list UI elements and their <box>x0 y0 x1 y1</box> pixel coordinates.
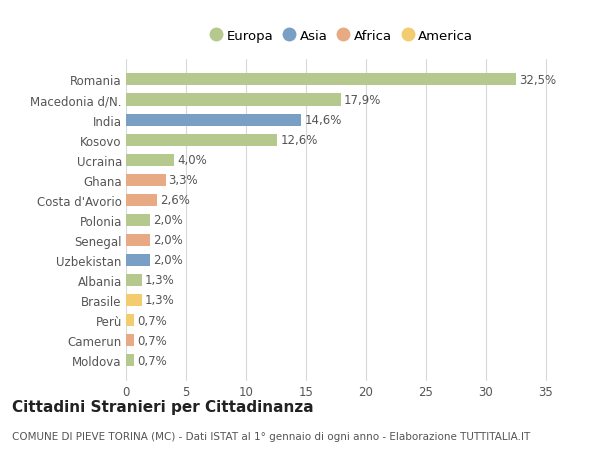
Text: 1,3%: 1,3% <box>145 274 175 287</box>
Bar <box>126 294 142 306</box>
Text: 2,0%: 2,0% <box>153 214 183 227</box>
Text: 32,5%: 32,5% <box>519 74 556 87</box>
Bar <box>126 235 150 246</box>
Bar <box>126 354 134 366</box>
Bar <box>126 194 157 206</box>
Text: 0,7%: 0,7% <box>137 334 167 347</box>
Text: 12,6%: 12,6% <box>280 134 317 147</box>
Bar <box>126 114 301 126</box>
Bar <box>126 134 277 146</box>
Bar <box>126 254 150 266</box>
Legend: Europa, Asia, Africa, America: Europa, Asia, Africa, America <box>205 24 479 48</box>
Text: 3,3%: 3,3% <box>169 174 198 187</box>
Text: 17,9%: 17,9% <box>344 94 381 107</box>
Text: 0,7%: 0,7% <box>137 354 167 367</box>
Bar <box>126 74 516 86</box>
Bar <box>126 94 341 106</box>
Text: Cittadini Stranieri per Cittadinanza: Cittadini Stranieri per Cittadinanza <box>12 399 314 414</box>
Bar <box>126 314 134 326</box>
Bar <box>126 154 174 166</box>
Text: 0,7%: 0,7% <box>137 314 167 327</box>
Text: 4,0%: 4,0% <box>177 154 207 167</box>
Bar <box>126 274 142 286</box>
Bar <box>126 334 134 347</box>
Text: 1,3%: 1,3% <box>145 294 175 307</box>
Bar <box>126 174 166 186</box>
Text: 14,6%: 14,6% <box>304 114 341 127</box>
Text: 2,6%: 2,6% <box>160 194 190 207</box>
Bar <box>126 214 150 226</box>
Text: COMUNE DI PIEVE TORINA (MC) - Dati ISTAT al 1° gennaio di ogni anno - Elaborazio: COMUNE DI PIEVE TORINA (MC) - Dati ISTAT… <box>12 431 530 442</box>
Text: 2,0%: 2,0% <box>153 234 183 247</box>
Text: 2,0%: 2,0% <box>153 254 183 267</box>
